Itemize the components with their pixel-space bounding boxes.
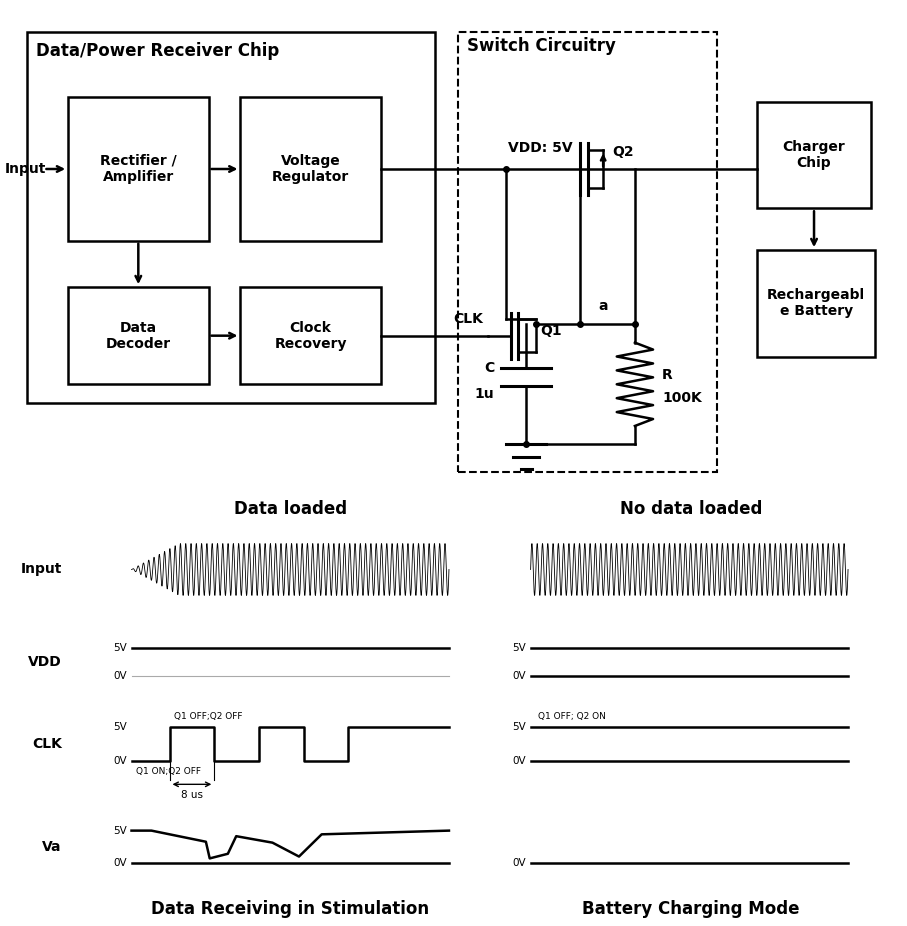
Bar	[458, 32, 717, 472]
Text: Clock
Recovery: Clock Recovery	[275, 320, 346, 351]
Text: 1u: 1u	[474, 386, 494, 401]
Text: 0V: 0V	[512, 757, 526, 766]
Text: C: C	[484, 360, 494, 375]
Text: 5V: 5V	[113, 722, 127, 732]
Text: Q1 OFF; Q2 ON: Q1 OFF; Q2 ON	[538, 712, 606, 721]
Text: Va: Va	[43, 840, 62, 854]
Text: Q1 OFF;Q2 OFF: Q1 OFF;Q2 OFF	[174, 712, 243, 721]
Text: Q1: Q1	[541, 324, 562, 338]
Text: 0V: 0V	[113, 671, 127, 681]
Bar	[68, 97, 209, 241]
Text: Charger
Chip: Charger Chip	[783, 140, 845, 170]
Text: Data Receiving in Stimulation: Data Receiving in Stimulation	[151, 900, 429, 919]
Text: 0V: 0V	[512, 671, 526, 681]
Text: CLK: CLK	[32, 737, 62, 751]
Text: 100K: 100K	[662, 391, 702, 406]
Text: Switch Circuitry: Switch Circuitry	[467, 37, 616, 55]
Text: a: a	[599, 299, 609, 313]
Text: Data
Decoder: Data Decoder	[106, 320, 171, 351]
Text: 0V: 0V	[512, 858, 526, 868]
Text: Data loaded: Data loaded	[234, 500, 346, 519]
Bar	[757, 102, 871, 208]
Text: 5V: 5V	[113, 826, 127, 835]
Text: Rechargeabl
e Battery: Rechargeabl e Battery	[767, 288, 865, 319]
Text: Data/Power Receiver Chip: Data/Power Receiver Chip	[36, 42, 279, 59]
Text: VDD: VDD	[28, 655, 62, 669]
Text: Q2: Q2	[612, 145, 634, 159]
Bar	[68, 287, 209, 384]
Text: 5V: 5V	[113, 644, 127, 653]
Text: Voltage
Regulator: Voltage Regulator	[272, 154, 349, 184]
Text: Rectifier /
Amplifier: Rectifier / Amplifier	[100, 154, 177, 184]
Bar	[240, 97, 381, 241]
Text: Input: Input	[5, 162, 46, 176]
Bar	[757, 250, 875, 357]
Text: R: R	[662, 368, 673, 382]
Text: 0V: 0V	[113, 757, 127, 766]
Text: Q1 ON;Q2 OFF: Q1 ON;Q2 OFF	[136, 767, 201, 776]
Text: No data loaded: No data loaded	[620, 500, 762, 519]
Bar	[240, 287, 381, 384]
Text: 8 us: 8 us	[180, 790, 203, 800]
Text: Input: Input	[20, 562, 62, 577]
Text: Battery Charging Mode: Battery Charging Mode	[582, 900, 800, 919]
Text: 0V: 0V	[113, 858, 127, 868]
Bar	[27, 32, 435, 403]
Text: 5V: 5V	[512, 722, 526, 732]
Text: VDD: 5V: VDD: 5V	[508, 141, 572, 155]
Text: 5V: 5V	[512, 644, 526, 653]
Text: CLK: CLK	[454, 312, 483, 327]
